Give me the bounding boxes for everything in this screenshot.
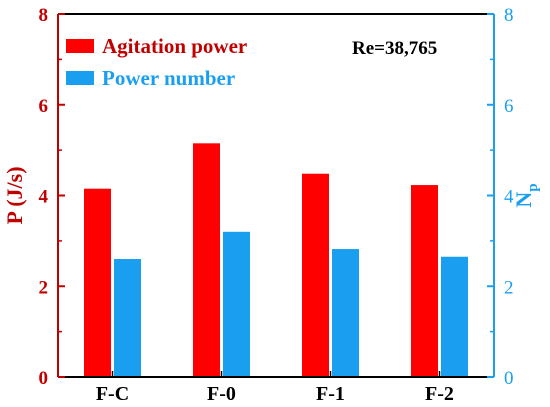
legend-swatch-power-number — [66, 71, 94, 85]
x-tick-label-f-0: F-0 — [207, 383, 236, 405]
bar-power-number-f-0 — [223, 231, 250, 377]
y2-tick-label-4: 4 — [504, 187, 514, 208]
bar-power-number-f-2 — [441, 256, 468, 377]
y2-axis-label-subscript: p — [525, 183, 541, 191]
y-tick-label-2: 2 — [39, 277, 49, 298]
legend-label-agitation-power: Agitation power — [102, 34, 247, 58]
reynolds-number-annotation: Re=38,765 — [352, 38, 437, 59]
y-tick-label-8: 8 — [39, 5, 49, 26]
y2-tick-label-2: 2 — [504, 277, 514, 298]
y-tick-label-4: 4 — [39, 187, 49, 208]
y-tick-label-6: 6 — [39, 96, 49, 117]
ticks: 0 2 4 6 8 0 2 4 6 8 — [39, 5, 515, 389]
y-tick-label-0: 0 — [39, 368, 49, 389]
bars: F-C F-0 F-1 F-2 — [84, 143, 468, 405]
legend: Agitation power Power number — [66, 34, 247, 90]
x-tick-label-f-c: F-C — [96, 383, 129, 405]
bar-power-number-f-c — [114, 259, 141, 377]
bar-agitation-power-f-1 — [302, 173, 329, 377]
y2-axis-label: Np — [511, 183, 541, 207]
y2-tick-label-8: 8 — [504, 5, 514, 26]
y-axis-label: P (J/s) — [2, 166, 27, 224]
y2-axis-label-main: N — [511, 192, 536, 208]
legend-swatch-agitation-power — [66, 39, 94, 53]
bar-power-number-f-1 — [332, 249, 359, 377]
bar-agitation-power-f-c — [84, 188, 111, 377]
legend-label-power-number: Power number — [102, 66, 235, 90]
y2-tick-label-6: 6 — [504, 96, 514, 117]
bar-agitation-power-f-0 — [193, 143, 220, 377]
x-tick-label-f-2: F-2 — [425, 383, 454, 405]
bar-agitation-power-f-2 — [411, 185, 438, 377]
y2-tick-label-0: 0 — [504, 368, 514, 389]
x-tick-label-f-1: F-1 — [316, 383, 345, 405]
